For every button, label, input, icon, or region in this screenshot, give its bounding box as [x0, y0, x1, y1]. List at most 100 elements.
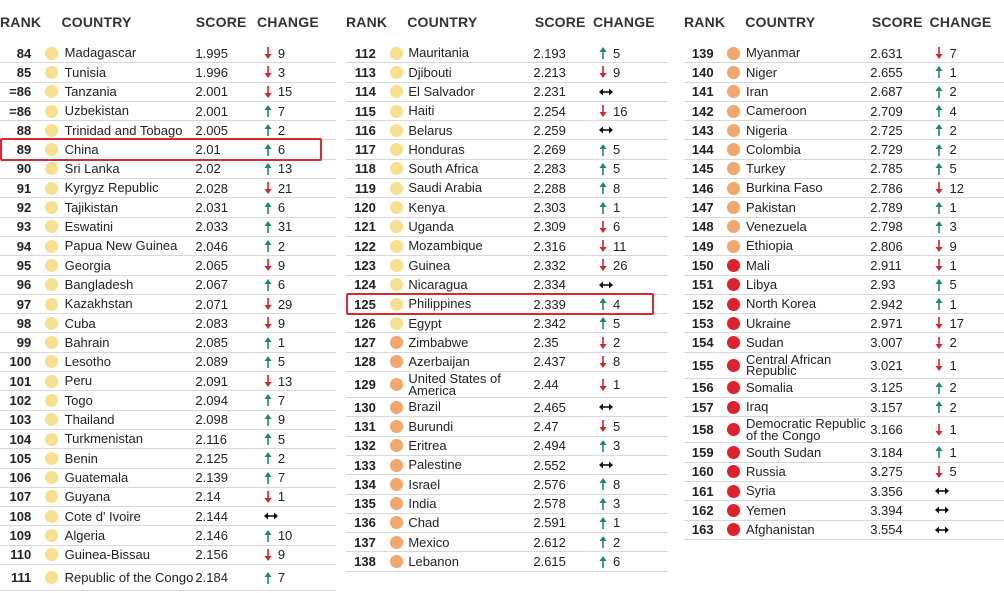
- rank: 110: [10, 547, 32, 563]
- country-name: Afghanistan: [746, 521, 815, 537]
- country-name: Ukraine: [746, 315, 791, 331]
- score: 2.303: [533, 200, 566, 216]
- country-row: 92 Tajikistan 2.031 6: [0, 198, 336, 218]
- dot-cell: [41, 451, 62, 465]
- change-value: 2: [949, 399, 957, 415]
- country-row: 152 North Korea 2.942 1: [684, 295, 1004, 315]
- change-value: 2: [613, 534, 621, 550]
- rank: 127: [354, 335, 376, 351]
- country-name: Brazil: [408, 399, 441, 415]
- change: 8: [593, 477, 668, 492]
- change-arrow: [599, 555, 607, 568]
- status-dot: [389, 201, 403, 215]
- change: 6: [593, 219, 668, 234]
- dot-cell: [41, 258, 62, 272]
- rank: 142: [691, 103, 714, 119]
- change: [929, 504, 1004, 516]
- rank: 134: [354, 476, 376, 492]
- rank: 108: [9, 508, 32, 524]
- country-row: 116 Belarus 2.259: [346, 121, 668, 141]
- rank: 147: [691, 200, 714, 216]
- dot-cell: [724, 381, 744, 395]
- change-value: 1: [949, 200, 957, 216]
- dot-cell: [41, 297, 62, 311]
- score: 2.02: [195, 161, 221, 177]
- rank: 89: [16, 142, 32, 158]
- change-arrow: [935, 143, 943, 156]
- change-arrow: [935, 124, 943, 137]
- country-row: 97 Kazakhstan 2.071 29: [0, 295, 336, 315]
- country-name: Uganda: [408, 219, 454, 235]
- rank: 107: [9, 489, 32, 505]
- change-value: 6: [277, 277, 286, 293]
- rank: 149: [691, 238, 714, 254]
- dot-cell: [386, 258, 407, 272]
- country-row: 84 Madagascar 1.995 9: [0, 44, 336, 64]
- score: 2.785: [870, 161, 903, 177]
- country-row: 144 Colombia 2.729 2: [684, 140, 1004, 160]
- change: [593, 401, 668, 413]
- change-value: 9: [277, 412, 286, 428]
- rank: 131: [354, 418, 376, 434]
- status-dot: [45, 509, 59, 523]
- status-dot: [45, 162, 59, 176]
- country-name: Bangladesh: [64, 276, 134, 292]
- score: 2.083: [195, 315, 228, 331]
- change: 8: [593, 354, 668, 369]
- status-dot: [727, 104, 741, 118]
- change-value: 1: [949, 357, 957, 373]
- status-dot: [389, 65, 403, 79]
- dot-cell: [724, 181, 744, 195]
- rank: 136: [354, 515, 376, 531]
- score: 1.995: [195, 45, 228, 61]
- score: 3.184: [870, 444, 903, 460]
- score: 2.094: [195, 392, 228, 408]
- rank: 157: [691, 399, 714, 415]
- change: 9: [258, 412, 336, 427]
- change: 1: [929, 297, 1004, 312]
- country-row: 128 Azerbaijan 2.437 8: [346, 353, 668, 373]
- dot-cell: [386, 497, 407, 511]
- change-value: 4: [949, 103, 957, 119]
- ranking-column: RANK COUNTRY SCORE CHANGE 84 Madagascar 1.995 9…: [0, 0, 336, 592]
- change: 5: [593, 161, 668, 176]
- change-arrow: [264, 240, 272, 253]
- country-row: 146 Burkina Faso 2.786 12: [684, 179, 1004, 199]
- score: 2.259: [533, 122, 566, 138]
- country-name: Palestine: [408, 457, 462, 473]
- rank: 100: [9, 354, 32, 370]
- rank: 160: [691, 464, 714, 480]
- dot-cell: [41, 509, 62, 523]
- rank: 135: [354, 496, 376, 512]
- country-row: 110 Guinea-Bissau 2.156 9: [0, 546, 336, 566]
- score: 2.231: [533, 84, 566, 100]
- score: 2.028: [195, 180, 228, 196]
- change: 3: [593, 438, 668, 453]
- country-row: 153 Ukraine 2.971 17: [684, 314, 1004, 334]
- score: 2.47: [533, 418, 559, 434]
- country-name: Mali: [746, 257, 770, 273]
- dot-cell: [724, 220, 744, 234]
- rank: 95: [16, 257, 32, 273]
- change-arrow: [935, 359, 943, 372]
- country-row: 131 Burundi 2.47 5: [346, 417, 668, 437]
- country-name: Nicaragua: [408, 276, 468, 292]
- change-arrow: [935, 182, 943, 195]
- change: 5: [593, 419, 668, 434]
- score: 2.193: [533, 45, 566, 61]
- country-name: Eswatini: [64, 219, 114, 235]
- country-row: 121 Uganda 2.309 6: [346, 218, 668, 237]
- country-name: Uzbekistan: [64, 103, 129, 119]
- country-name: Somalia: [746, 380, 793, 396]
- country-name: Republic of the Congo: [64, 569, 194, 585]
- change: 11: [593, 239, 668, 254]
- dot-cell: [41, 162, 62, 176]
- score: 2.001: [195, 84, 228, 100]
- score: 3.166: [870, 422, 903, 438]
- change: 1: [929, 445, 1004, 460]
- change-arrow: [264, 298, 272, 310]
- change-value: 4: [613, 296, 621, 312]
- change-arrow: [599, 461, 614, 469]
- change-arrow: [599, 478, 607, 491]
